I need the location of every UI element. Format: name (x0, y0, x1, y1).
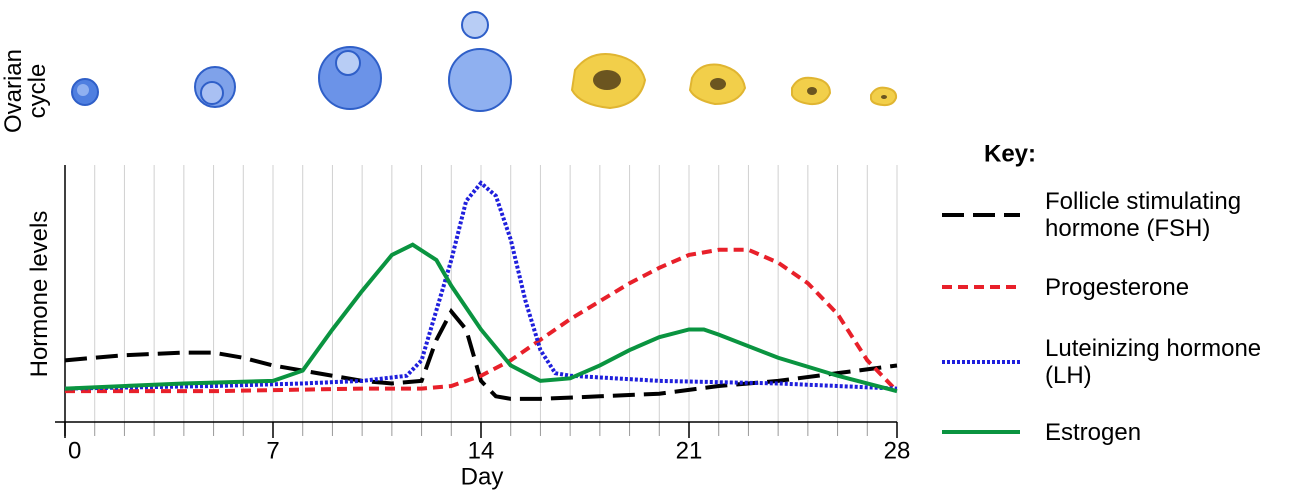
x-axis-label: Day (461, 463, 504, 490)
legend-title: Key: (984, 140, 1036, 167)
page: {"chart_data": {"type": "line", "section… (0, 0, 1290, 497)
x-tick-label: 21 (676, 437, 703, 464)
x-tick-label: 7 (266, 437, 279, 464)
x-tick-label: 14 (468, 437, 495, 464)
legend-label: Follicle stimulating hormone (FSH) (1045, 188, 1285, 242)
x-tick-label: 28 (884, 437, 911, 464)
legend-label: Progesterone (1045, 274, 1285, 301)
section-label: Ovarian cycle (2, 41, 50, 141)
y-axis-label: Hormone levels (28, 194, 52, 394)
x-tick-label: 0 (68, 437, 81, 464)
ovarian-illustrations (72, 12, 896, 111)
legend-label: Estrogen (1045, 419, 1285, 446)
legend-label: Luteinizing hormone (LH) (1045, 335, 1285, 389)
